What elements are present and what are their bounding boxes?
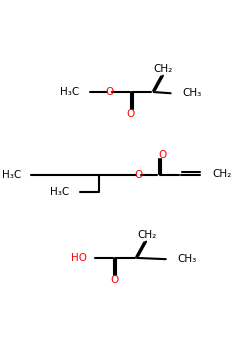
Text: H₃C: H₃C	[60, 87, 79, 97]
Text: CH₂: CH₂	[213, 169, 232, 179]
Text: O: O	[127, 110, 135, 119]
Text: O: O	[158, 149, 166, 160]
Text: H₃C: H₃C	[2, 170, 22, 180]
Text: HO: HO	[70, 253, 86, 263]
Text: CH₃: CH₃	[183, 88, 202, 98]
Text: H₃C: H₃C	[50, 187, 70, 197]
Text: CH₃: CH₃	[178, 254, 197, 264]
Text: CH₂: CH₂	[154, 64, 173, 74]
Text: O: O	[110, 275, 118, 285]
Text: O: O	[105, 87, 114, 97]
Text: O: O	[134, 170, 142, 180]
Text: CH₂: CH₂	[137, 230, 156, 240]
